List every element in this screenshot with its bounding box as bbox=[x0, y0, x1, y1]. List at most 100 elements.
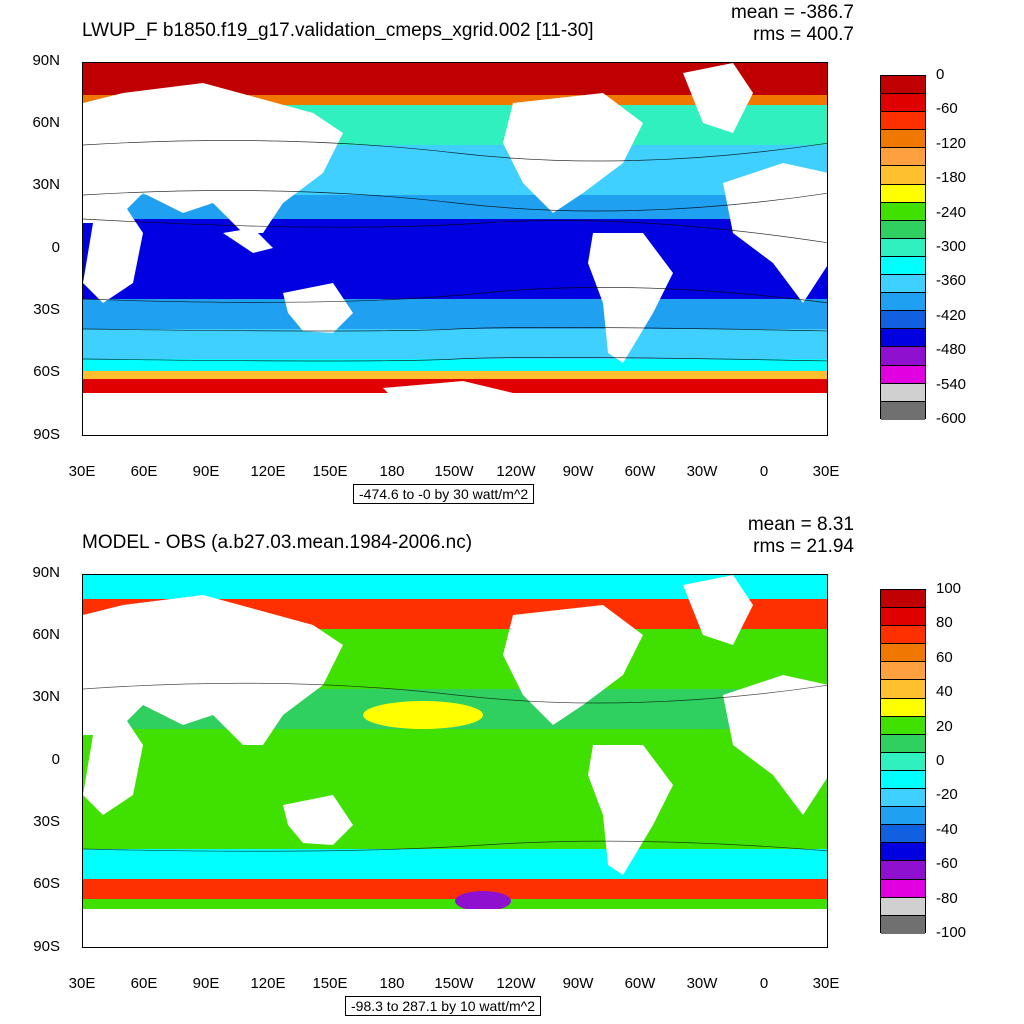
lat-label: 90S bbox=[33, 938, 60, 955]
colorbar-label: 20 bbox=[936, 717, 953, 735]
colorbar-cell bbox=[881, 680, 925, 699]
colorbar-cell bbox=[881, 383, 925, 402]
lat-label: 30N bbox=[32, 176, 60, 193]
lon-label: 30E bbox=[68, 463, 96, 480]
colorbar-cell bbox=[881, 238, 925, 257]
colorbar-cell bbox=[881, 256, 925, 276]
colorbar-label: -300 bbox=[936, 238, 967, 255]
lon-label: 120E bbox=[250, 975, 286, 992]
colorbar-label: -240 bbox=[936, 203, 967, 221]
colorbar-cell bbox=[881, 716, 925, 735]
colorbar-label: 0 bbox=[936, 752, 945, 769]
colorbar-cell bbox=[881, 76, 925, 95]
lat-label: 60S bbox=[33, 363, 60, 380]
colorbar-label: 0 bbox=[936, 66, 945, 83]
colorbar bbox=[880, 75, 926, 420]
colorbar-cell bbox=[881, 789, 925, 808]
lon-label: 120E bbox=[250, 463, 286, 480]
lon-label: 30E bbox=[812, 975, 840, 992]
lat-label: 0 bbox=[51, 239, 60, 256]
lon-label: 60W bbox=[624, 975, 656, 992]
lon-label: 30W bbox=[686, 975, 718, 992]
colorbar-cell bbox=[881, 311, 925, 330]
colorbar-cell bbox=[881, 329, 925, 348]
bottom-panel: MODEL - OBS (a.b27.03.mean.1984-2006.nc)… bbox=[0, 512, 1024, 1024]
colorbar-cell bbox=[881, 770, 925, 790]
lon-label: 90W bbox=[562, 463, 594, 480]
lon-label: 0 bbox=[759, 975, 769, 992]
colorbar-cell bbox=[881, 861, 925, 880]
colorbar-label: -420 bbox=[936, 306, 967, 324]
lon-label: 90E bbox=[192, 975, 220, 992]
colorbar-cell bbox=[881, 915, 925, 934]
colorbar-label: -480 bbox=[936, 341, 967, 359]
colorbar-label: -540 bbox=[936, 375, 967, 393]
colorbar-label: 40 bbox=[936, 683, 953, 701]
colorbar-cell bbox=[881, 897, 925, 916]
colorbar-label: -20 bbox=[936, 786, 958, 804]
colorbar-cell bbox=[881, 220, 925, 239]
colorbar-cell bbox=[881, 807, 925, 826]
colorbar-cell bbox=[881, 752, 925, 771]
colorbar-cell bbox=[881, 879, 925, 898]
lat-label: 90N bbox=[32, 564, 60, 581]
lon-label: 30E bbox=[812, 463, 840, 480]
lat-label: 30N bbox=[32, 688, 60, 705]
colorbar-cell bbox=[881, 275, 925, 294]
colorbar-cell bbox=[881, 401, 925, 420]
colorbar-cell bbox=[881, 734, 925, 753]
map-plot-bottom bbox=[82, 574, 828, 948]
map-field-bottom bbox=[83, 575, 827, 947]
colorbar-cell bbox=[881, 843, 925, 862]
colorbar-label: -60 bbox=[936, 100, 958, 118]
lat-label: 0 bbox=[51, 751, 60, 768]
rms-value: rms = 21.94 bbox=[753, 536, 854, 557]
colorbar-cell bbox=[881, 644, 925, 663]
colorbar-cell bbox=[881, 662, 925, 681]
lon-label: 60E bbox=[130, 975, 158, 992]
panel-title: MODEL - OBS (a.b27.03.mean.1984-2006.nc) bbox=[82, 532, 473, 553]
lon-label: 60E bbox=[130, 463, 158, 480]
colorbar-cell bbox=[881, 112, 925, 131]
colorbar bbox=[880, 589, 926, 934]
lat-label: 60N bbox=[32, 626, 60, 643]
panel-title: LWUP_F b1850.f19_g17.validation_cmeps_xg… bbox=[82, 20, 594, 41]
colorbar-cell bbox=[881, 626, 925, 645]
colorbar-cell bbox=[881, 148, 925, 167]
colorbar-label: -60 bbox=[936, 855, 958, 873]
lat-label: 90N bbox=[32, 52, 60, 69]
lon-label: 0 bbox=[759, 463, 769, 480]
lon-label: 120W bbox=[496, 975, 536, 992]
colorbar-cell bbox=[881, 365, 925, 384]
lat-label: 30S bbox=[33, 813, 60, 830]
map-plot-top bbox=[82, 62, 828, 436]
contour-range-label: -98.3 to 287.1 by 10 watt/m^2 bbox=[345, 996, 542, 1016]
lat-label: 90S bbox=[33, 426, 60, 443]
stats-block: mean = 8.31 rms = 21.94 bbox=[748, 514, 854, 558]
lon-label: 150W bbox=[434, 975, 474, 992]
mean-value: mean = 8.31 bbox=[747, 514, 854, 535]
lon-label: 30E bbox=[68, 975, 96, 992]
lon-label: 180 bbox=[379, 975, 405, 992]
colorbar-cell bbox=[881, 698, 925, 717]
colorbar-cell bbox=[881, 347, 925, 366]
lon-label: 150E bbox=[312, 975, 348, 992]
colorbar-cell bbox=[881, 202, 925, 221]
lon-label: 180 bbox=[379, 463, 405, 480]
colorbar-label: -120 bbox=[936, 134, 967, 152]
rms-value: rms = 400.7 bbox=[753, 24, 854, 45]
lat-label: 60S bbox=[33, 875, 60, 892]
lon-label: 150W bbox=[434, 463, 474, 480]
colorbar-label: -100 bbox=[936, 924, 967, 941]
map-field-top bbox=[83, 63, 827, 435]
lon-label: 90E bbox=[192, 463, 220, 480]
contour-range-label: -474.6 to -0 by 30 watt/m^2 bbox=[353, 484, 535, 504]
colorbar-cell bbox=[881, 825, 925, 844]
colorbar-cell bbox=[881, 293, 925, 312]
lon-label: 30W bbox=[686, 463, 718, 480]
stats-block: mean = -386.7 rms = 400.7 bbox=[731, 2, 854, 46]
lon-label: 90W bbox=[562, 975, 594, 992]
lon-label: 120W bbox=[496, 463, 536, 480]
colorbar-cell bbox=[881, 130, 925, 149]
colorbar-label: 100 bbox=[936, 580, 962, 597]
